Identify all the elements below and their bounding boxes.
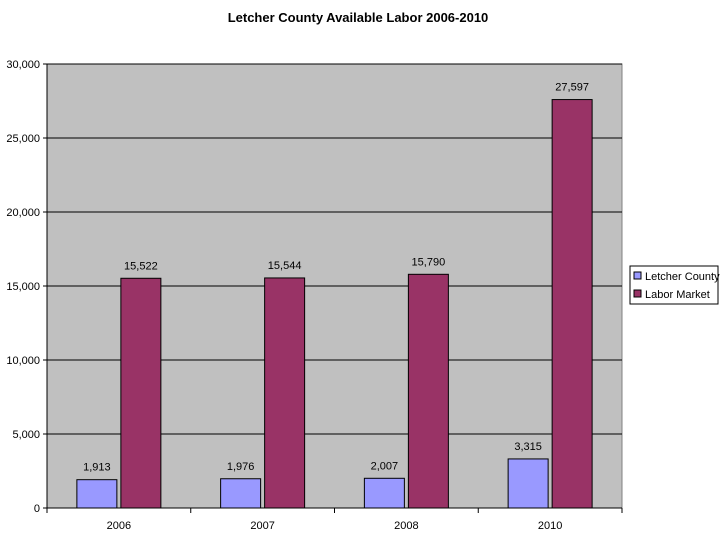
data-label: 3,315 — [514, 441, 542, 453]
legend-swatch — [633, 289, 642, 298]
y-tick-label: 25,000 — [6, 133, 40, 145]
legend-label: Labor Market — [645, 289, 710, 301]
legend — [629, 265, 719, 305]
bar-letcher-county — [220, 478, 262, 509]
x-tick-label: 2006 — [107, 520, 131, 532]
data-label: 15,544 — [268, 260, 302, 272]
bar-labor-market — [120, 277, 162, 509]
legend-swatch — [633, 271, 642, 280]
y-tick-label: 15,000 — [6, 281, 40, 293]
bar-labor-market — [551, 99, 593, 509]
y-tick-label: 20,000 — [6, 207, 40, 219]
chart-title: Letcher County Available Labor 2006-2010 — [227, 10, 489, 25]
x-tick-label: 2008 — [394, 520, 418, 532]
data-label: 27,597 — [555, 82, 589, 94]
bar-letcher-county — [507, 458, 549, 509]
data-label: 15,522 — [124, 260, 158, 272]
y-tick-label: 30,000 — [6, 59, 40, 71]
y-tick-label: 5,000 — [12, 429, 40, 441]
bar-letcher-county — [76, 479, 118, 509]
data-label: 1,913 — [83, 462, 111, 474]
bar-letcher-county — [363, 477, 405, 509]
y-tick-label: 10,000 — [6, 355, 40, 367]
y-tick-label: 0 — [34, 503, 40, 515]
legend-label: Letcher County — [645, 271, 720, 283]
x-tick-label: 2007 — [250, 520, 274, 532]
x-tick-label: 2010 — [538, 520, 562, 532]
bar-labor-market — [264, 277, 306, 509]
data-label: 2,007 — [371, 460, 399, 472]
bar-labor-market — [407, 273, 449, 509]
data-label: 1,976 — [227, 461, 255, 473]
data-label: 15,790 — [412, 256, 446, 268]
